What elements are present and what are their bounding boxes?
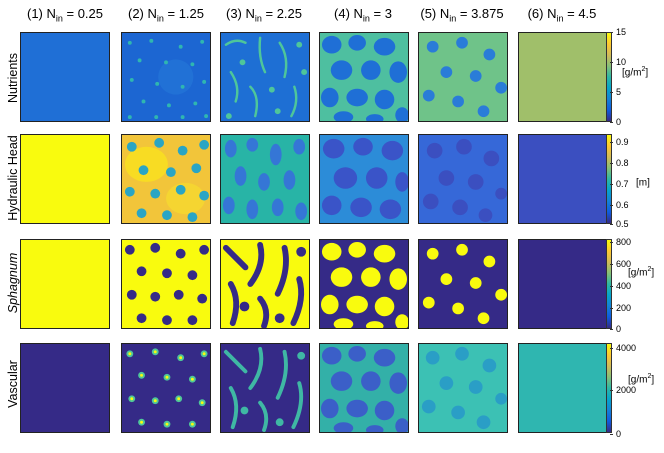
tick-nutrients-15: 15 — [609, 27, 627, 37]
panel-sphagnum-6 — [518, 239, 608, 329]
unit-head: [m] — [636, 177, 650, 189]
column-title-4: (4) Nin = 3 — [334, 6, 392, 24]
panel-head-4 — [319, 134, 409, 224]
panel-nutrients-1 — [20, 32, 110, 122]
row-label-sphagnum: Sphagnum — [6, 252, 20, 314]
panel-vascular-4 — [319, 343, 409, 433]
tick-head-0.6: 0.6 — [610, 200, 629, 210]
row-label-nutrients: Nutrients — [6, 52, 20, 104]
tick-sphagnum-400: 400 — [609, 281, 632, 291]
panel-nutrients-3 — [220, 32, 310, 122]
tick-head-0.5: 0.5 — [610, 219, 629, 229]
panel-nutrients-4 — [319, 32, 409, 122]
tick-vascular-2000: 2000 — [609, 385, 637, 395]
panel-head-2 — [121, 134, 211, 224]
panel-head-5 — [418, 134, 508, 224]
tick-sphagnum-800: 800 — [609, 237, 632, 247]
tick-head-0.8: 0.8 — [610, 158, 629, 168]
panel-sphagnum-3 — [220, 239, 310, 329]
panel-nutrients-6 — [518, 32, 608, 122]
tick-head-0.7: 0.7 — [610, 179, 629, 189]
panel-sphagnum-5 — [418, 239, 508, 329]
tick-nutrients-5: 5 — [609, 87, 622, 97]
colorbar-vascular — [606, 343, 612, 433]
tick-sphagnum-600: 600 — [609, 259, 632, 269]
column-title-6: (6) Nin = 4.5 — [527, 6, 597, 24]
unit-sphagnum: [g/m2] — [628, 266, 655, 279]
panel-nutrients-2 — [121, 32, 211, 122]
tick-nutrients-10: 10 — [609, 57, 627, 67]
column-title-2: (2) Nin = 1.25 — [127, 6, 205, 24]
column-title-1: (1) Nin = 0.25 — [26, 6, 104, 24]
tick-sphagnum-0: 0 — [609, 324, 622, 334]
unit-nutrients: [g/m2] — [622, 66, 649, 79]
tick-vascular-0: 0 — [609, 429, 622, 439]
column-title-3: (3) Nin = 2.25 — [225, 6, 303, 24]
colorbar-head — [606, 134, 612, 224]
panel-vascular-1 — [20, 343, 110, 433]
panel-head-6 — [518, 134, 608, 224]
panel-vascular-6 — [518, 343, 608, 433]
panel-sphagnum-2 — [121, 239, 211, 329]
column-title-5: (5) Nin = 3.875 — [420, 6, 504, 24]
colorbar-nutrients — [606, 32, 612, 122]
row-label-vascular: Vascular — [6, 360, 20, 408]
panel-head-1 — [20, 134, 110, 224]
panel-vascular-5 — [418, 343, 508, 433]
panel-vascular-3 — [220, 343, 310, 433]
row-label-hydraulic-head: Hydraulic Head — [6, 135, 20, 221]
panel-vascular-2 — [121, 343, 211, 433]
tick-head-0.9: 0.9 — [610, 137, 629, 147]
panel-sphagnum-1 — [20, 239, 110, 329]
unit-vascular: [g/m2] — [628, 373, 655, 386]
panel-head-3 — [220, 134, 310, 224]
tick-sphagnum-200: 200 — [609, 303, 632, 313]
panel-sphagnum-4 — [319, 239, 409, 329]
tick-vascular-4000: 4000 — [609, 343, 637, 353]
panel-nutrients-5 — [418, 32, 508, 122]
tick-nutrients-0: 0 — [609, 117, 622, 127]
colorbar-sphagnum — [606, 239, 612, 329]
